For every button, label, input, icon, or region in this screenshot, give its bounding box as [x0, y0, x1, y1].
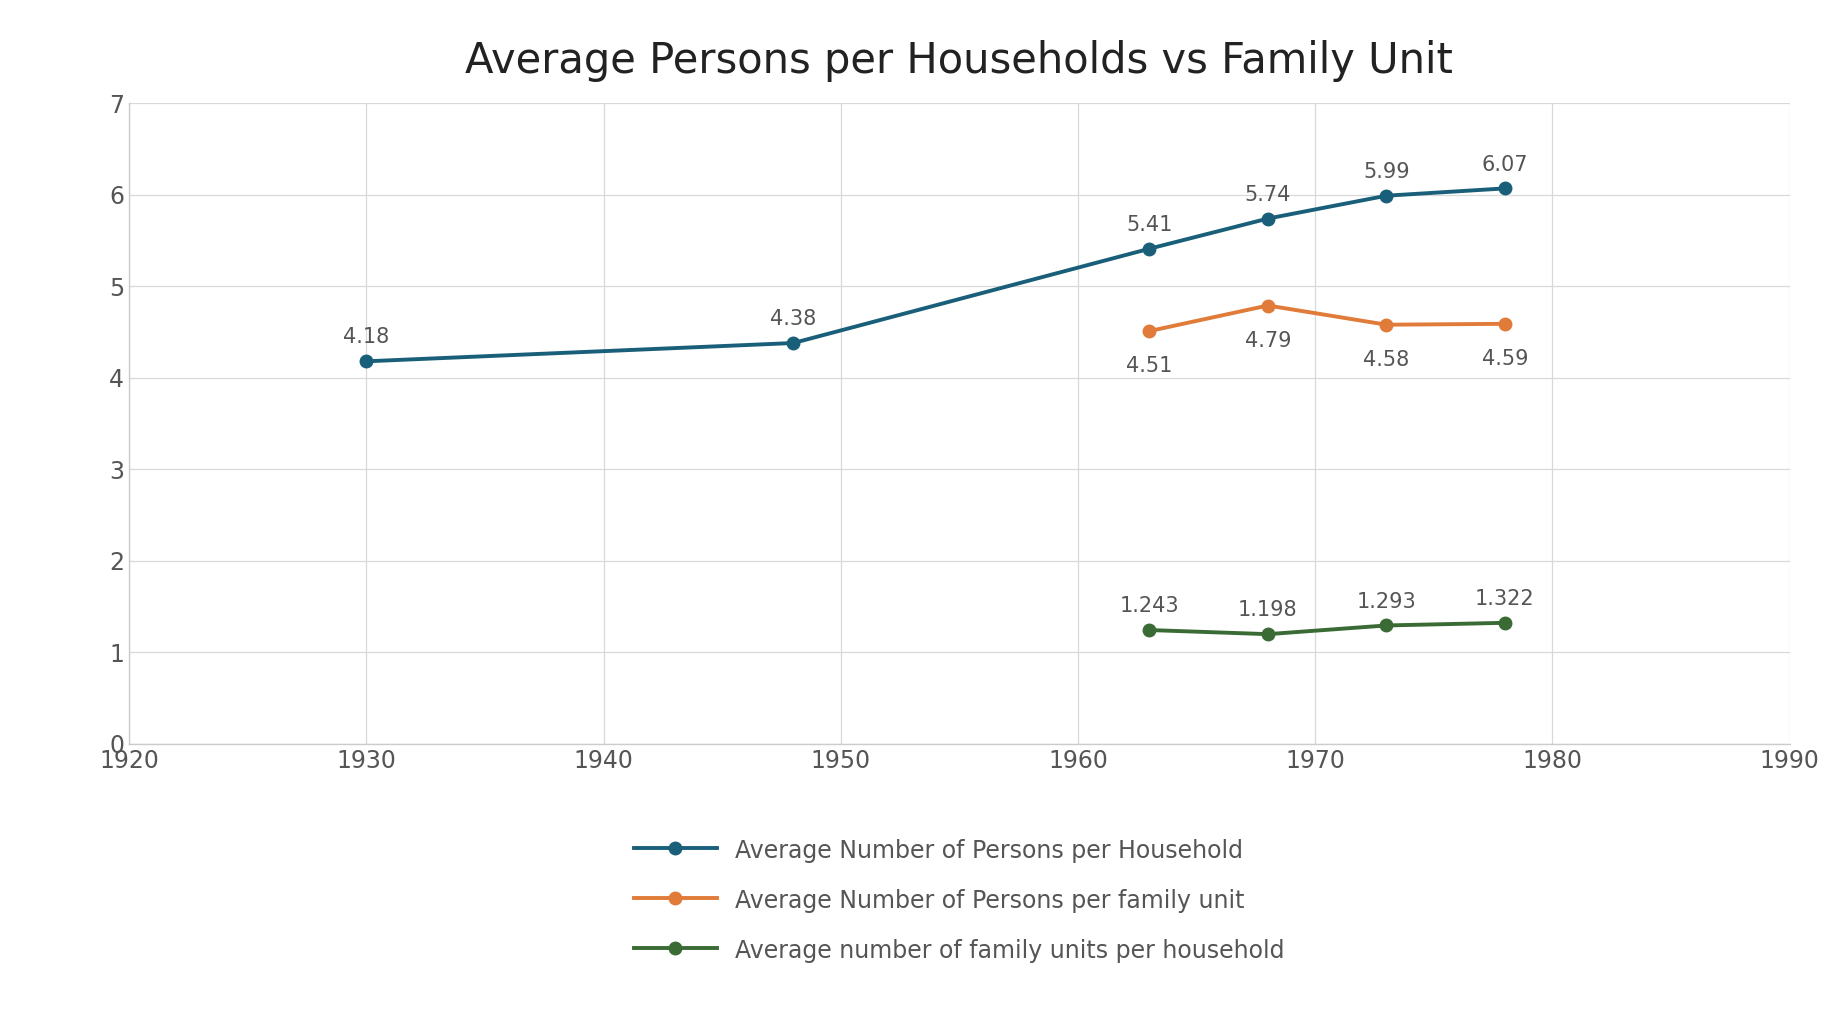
Text: 6.07: 6.07 [1482, 155, 1528, 175]
Average Number of Persons per Household [1256, 213, 1279, 225]
Average Number of Persons per family unit [1256, 300, 1279, 312]
Text: 1.198: 1.198 [1238, 600, 1297, 620]
Text: 5.99: 5.99 [1363, 162, 1410, 182]
Average Number of Persons per Household [782, 337, 804, 349]
Average Number of Persons per Household [1138, 243, 1161, 255]
Text: 5.74: 5.74 [1245, 185, 1291, 205]
Average Number of Persons per Household [356, 355, 378, 368]
Text: 4.38: 4.38 [769, 309, 817, 330]
Text: 5.41: 5.41 [1125, 215, 1172, 234]
Text: 4.58: 4.58 [1363, 350, 1410, 370]
Title: Average Persons per Households vs Family Unit: Average Persons per Households vs Family… [465, 39, 1454, 82]
Average Number of Persons per family unit [1138, 325, 1161, 338]
Average Number of Persons per Household [1375, 189, 1397, 201]
Average Number of Persons per family unit [1494, 317, 1517, 330]
Text: 1.322: 1.322 [1476, 589, 1535, 608]
Text: 1.293: 1.293 [1356, 592, 1417, 612]
Average Number of Persons per family unit [1375, 318, 1397, 331]
Line: Average Number of Persons per family unit: Average Number of Persons per family uni… [1142, 300, 1511, 338]
Average number of family units per household [1256, 628, 1279, 640]
Legend: Average Number of Persons per Household, Average Number of Persons per family un: Average Number of Persons per Household,… [635, 839, 1284, 963]
Average Number of Persons per Household [1494, 182, 1517, 194]
Text: 1.243: 1.243 [1120, 596, 1179, 616]
Text: 4.18: 4.18 [343, 327, 389, 347]
Average number of family units per household [1375, 619, 1397, 631]
Text: 4.51: 4.51 [1125, 356, 1172, 376]
Line: Average Number of Persons per Household: Average Number of Persons per Household [360, 182, 1511, 368]
Text: 4.79: 4.79 [1245, 331, 1291, 350]
Text: 4.59: 4.59 [1482, 349, 1528, 369]
Average number of family units per household [1494, 617, 1517, 629]
Average number of family units per household [1138, 624, 1161, 636]
Line: Average number of family units per household: Average number of family units per house… [1142, 617, 1511, 640]
